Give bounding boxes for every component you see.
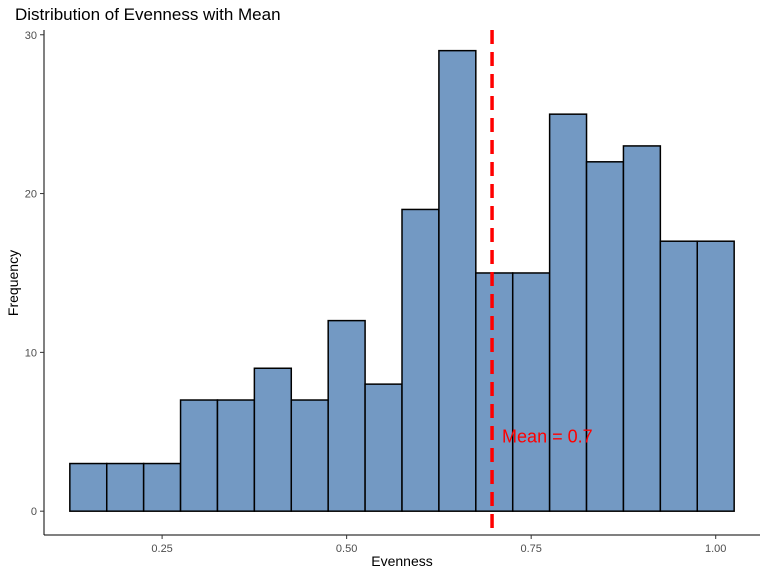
histogram-bar: [364, 383, 403, 512]
histogram-bar: [585, 161, 625, 512]
y-tick-label: 20: [25, 189, 37, 201]
histogram-bar: [327, 319, 366, 512]
histogram-bar: [696, 240, 735, 512]
histogram-bar: [290, 399, 329, 512]
histogram-bar: [401, 208, 440, 512]
histogram-bar: [179, 399, 219, 512]
chart-title: Distribution of Evenness with Mean: [15, 5, 281, 24]
mean-label: Mean = 0.7: [502, 427, 593, 447]
histogram-bars: [69, 49, 735, 512]
histogram-bar: [511, 272, 551, 512]
y-tick-label: 10: [25, 347, 37, 359]
x-axis-ticks: 0.25 0.50 0.75 1.00: [151, 535, 726, 555]
histogram-bar: [216, 399, 256, 512]
x-tick-label: 0.75: [520, 543, 541, 555]
histogram-bar: [548, 113, 588, 512]
y-axis-ticks: 0 10 20 30: [25, 30, 44, 518]
mean-layer: Mean = 0.7: [490, 30, 593, 535]
x-tick-label: 0.25: [151, 543, 172, 555]
histogram-bar: [69, 462, 108, 512]
histogram-bar: [105, 462, 145, 512]
histogram-bar: [622, 145, 662, 512]
y-tick-label: 30: [25, 30, 37, 42]
histogram-bar: [659, 240, 699, 512]
histogram-bar: [142, 462, 182, 512]
histogram-bar: [475, 272, 514, 512]
x-tick-label: 0.50: [336, 543, 357, 555]
y-tick-label: 0: [31, 506, 37, 518]
histogram-bar: [438, 49, 477, 512]
x-axis-title: Evenness: [371, 553, 432, 569]
x-tick-label: 1.00: [705, 543, 726, 555]
histogram-bar: [253, 367, 293, 512]
y-axis-title: Frequency: [5, 250, 21, 316]
